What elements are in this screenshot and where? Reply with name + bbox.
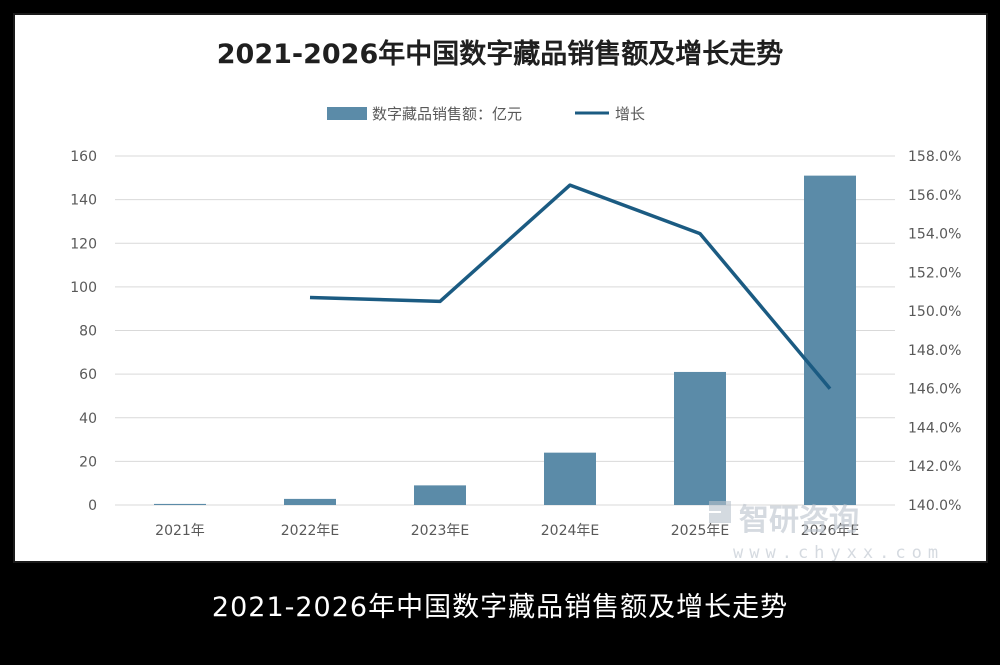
bar bbox=[414, 485, 466, 505]
y-left-tick-label: 40 bbox=[79, 411, 97, 427]
y-left-tick-label: 0 bbox=[88, 498, 97, 514]
y-right-tick-label: 154.0% bbox=[908, 227, 961, 243]
y-right-tick-label: 148.0% bbox=[908, 343, 961, 359]
y-right-tick-label: 156.0% bbox=[908, 188, 961, 204]
y-right-tick-label: 146.0% bbox=[908, 382, 961, 398]
y-left-tick-label: 60 bbox=[79, 367, 97, 383]
bar bbox=[674, 371, 726, 505]
y-right-tick-label: 150.0% bbox=[908, 304, 961, 320]
legend-bar-swatch bbox=[327, 107, 367, 120]
bar bbox=[544, 452, 596, 505]
y-right-tick-label: 140.0% bbox=[908, 498, 961, 514]
x-tick-label: 2022年E bbox=[281, 523, 339, 539]
bar bbox=[284, 498, 336, 505]
legend-line-label: 增长 bbox=[615, 105, 645, 123]
watermark-url: www.chyxx.com bbox=[733, 543, 944, 561]
caption: 2021-2026年中国数字藏品销售额及增长走势 bbox=[211, 592, 789, 623]
x-tick-label: 2026年E bbox=[801, 523, 859, 539]
chart-panel: 2021-2026年中国数字藏品销售额及增长走势数字藏品销售额：亿元 增长 0 20 4… bbox=[13, 13, 988, 563]
y-left-tick-label: 160 bbox=[70, 149, 97, 165]
watermark-brand: 智研咨询 bbox=[739, 503, 859, 538]
y-right-tick-label: 158.0% bbox=[908, 149, 961, 165]
x-tick-label: 2021年 bbox=[155, 523, 205, 539]
x-tick-label: 2024年E bbox=[541, 523, 599, 539]
x-tick-label: 2025年E bbox=[671, 523, 729, 539]
y-left-tick-label: 20 bbox=[79, 454, 97, 470]
y-left-tick-label: 120 bbox=[70, 236, 97, 252]
chyxx-logo-icon bbox=[709, 501, 731, 523]
y-left-tick-label: 100 bbox=[70, 280, 97, 296]
y-right-tick-label: 142.0% bbox=[908, 459, 961, 475]
y-left-tick-label: 140 bbox=[70, 193, 97, 209]
x-tick-label: 2023年E bbox=[411, 523, 469, 539]
y-right-tick-label: 152.0% bbox=[908, 265, 961, 281]
y-left-tick-label: 80 bbox=[79, 324, 97, 340]
growth-line bbox=[309, 183, 832, 390]
bar bbox=[154, 503, 206, 505]
legend-bar-label: 数字藏品销售额：亿元 bbox=[372, 105, 522, 123]
y-right-tick-label: 144.0% bbox=[908, 420, 961, 436]
bar bbox=[804, 175, 856, 505]
chart-title: 2021-2026年中国数字藏品销售额及增长走势 bbox=[217, 38, 784, 70]
